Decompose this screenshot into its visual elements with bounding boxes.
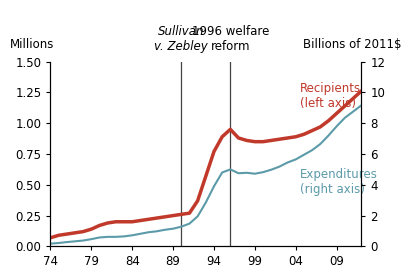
Text: Billions of 2011$: Billions of 2011$ (303, 38, 402, 50)
Text: Recipients
(left axis): Recipients (left axis) (300, 82, 361, 110)
Text: Sullivan
v. Zebley: Sullivan v. Zebley (155, 25, 208, 53)
Text: 1996 welfare
reform: 1996 welfare reform (192, 25, 269, 53)
Text: Expenditures
(right axis): Expenditures (right axis) (300, 168, 378, 196)
Text: Millions: Millions (10, 38, 54, 50)
